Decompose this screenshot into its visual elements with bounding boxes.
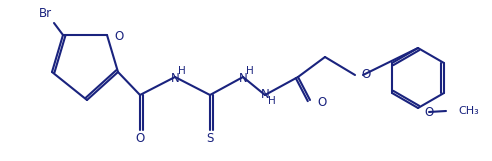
Text: N: N (261, 87, 270, 100)
Text: H: H (268, 96, 276, 106)
Text: S: S (206, 133, 214, 146)
Text: O: O (135, 133, 145, 146)
Text: N: N (239, 71, 247, 85)
Text: H: H (246, 66, 254, 76)
Text: O: O (361, 67, 370, 80)
Text: O: O (114, 29, 123, 43)
Text: O: O (424, 105, 433, 118)
Text: H: H (178, 66, 186, 76)
Text: Br: Br (39, 6, 52, 19)
Text: O: O (317, 95, 326, 109)
Text: N: N (171, 71, 180, 85)
Text: CH₃: CH₃ (458, 106, 479, 116)
